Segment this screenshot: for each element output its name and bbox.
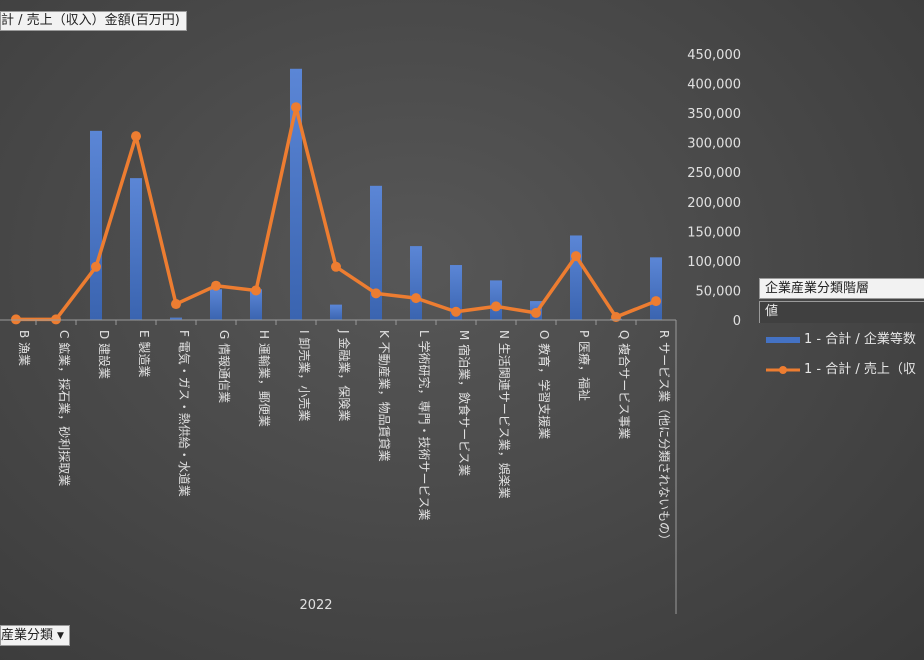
bar (210, 289, 222, 320)
x-category-label: H 運輸業，郵便業 (257, 330, 272, 427)
bar (650, 257, 662, 320)
line-swatch-icon (766, 365, 800, 374)
bar (250, 289, 262, 320)
y-tick-label: 200,000 (687, 196, 741, 211)
line-point (611, 312, 621, 323)
x-category-label: I 卸売業，小売業 (297, 330, 312, 421)
y-axis: 0 50,000 100,000 150,000 200,000 250,000 300,0… (687, 48, 741, 329)
line-point (131, 131, 141, 142)
bar-series (10, 68, 662, 321)
y-tick-label: 50,000 (696, 284, 742, 299)
x-category-label: K 不動産業，物品賃貸業 (377, 330, 392, 462)
y-tick-label: 100,000 (687, 255, 741, 270)
line-point (571, 251, 581, 262)
bar (90, 130, 102, 320)
x-category-label: G 情報通信業 (217, 330, 231, 403)
x-axis: B 漁業 C 鉱業，採石業，砂利採取業 D 建設業 E 製造業 F 電気・ガス・熱供給・… (0, 319, 677, 614)
y-tick-label: 400,000 (687, 78, 741, 93)
y-tick-label: 0 (733, 314, 741, 329)
x-category-label: B 漁業 (17, 330, 31, 366)
y-tick-label: 450,000 (687, 48, 741, 63)
line-point (291, 102, 301, 113)
x-category-label: D 建設業 (97, 330, 112, 379)
x-group-label: 2022 (299, 598, 332, 613)
y-tick-label: 300,000 (687, 137, 741, 152)
value-field-button[interactable]: 計 / 売上（収入）金額(百万円) (0, 11, 187, 31)
legend-label: 1 - 合計 / 売上（収 (804, 362, 916, 377)
bar (130, 178, 142, 320)
dropdown-arrow-icon: ▼ (57, 631, 64, 641)
x-category-label: C 鉱業，採石業，砂利採取業 (57, 330, 72, 486)
line-series (11, 102, 661, 325)
x-category-label: J 金融業，保険業 (337, 329, 352, 421)
line-point (51, 314, 61, 325)
legend-header[interactable]: 企業産業分類階層 (759, 278, 924, 299)
legend-subheader: 値 (759, 301, 924, 323)
x-category-label: E 製造業 (137, 330, 151, 377)
x-category-label: F 電気・ガス・熱供給・水道業 (177, 330, 192, 497)
line-point (411, 293, 421, 304)
series-line (16, 105, 657, 322)
x-category-label: R サービス業（他に分類されないもの） (657, 330, 671, 546)
y-tick-label: 250,000 (687, 166, 741, 181)
line-point (491, 301, 501, 312)
bar (290, 68, 302, 321)
y-tick-label: 150,000 (687, 225, 741, 240)
line-point (531, 307, 541, 318)
bar (370, 185, 382, 320)
line-point (171, 299, 181, 310)
bar (170, 317, 182, 320)
line-point (211, 280, 221, 291)
x-category-label: O 教育，学習支援業 (537, 330, 552, 439)
y-tick-label: 350,000 (687, 107, 741, 122)
legend-item-line-series[interactable]: 1 - 合計 / 売上（収 (766, 362, 916, 378)
line-point (11, 314, 21, 325)
bar (570, 235, 582, 320)
bar (450, 265, 462, 320)
legend-item-bar-series[interactable]: 1 - 合計 / 企業等数 (766, 332, 916, 348)
legend-label: 1 - 合計 / 企業等数 (804, 332, 916, 347)
x-category-label: Q 複合サービス事業 (617, 330, 632, 439)
line-point (91, 261, 101, 272)
x-category-label: N 生活関連サービス業，娯楽業 (497, 330, 511, 499)
x-category-label: P 医療，福祉 (577, 330, 592, 401)
line-point (651, 296, 661, 307)
bar (490, 280, 502, 320)
line-point (451, 306, 461, 317)
line-point (371, 288, 381, 299)
category-filter-button[interactable]: 産業分類 ▼ (0, 625, 70, 646)
line-point (251, 285, 261, 296)
bar-swatch-icon (766, 336, 800, 343)
category-filter-label: 産業分類 (1, 628, 54, 643)
bar (410, 246, 422, 320)
line-point (331, 261, 341, 272)
x-category-label: M 宿泊業，飲食サービス業 (457, 330, 472, 476)
bar (330, 304, 342, 320)
x-category-label: L 学術研究，専門・技術サービス業 (417, 330, 432, 521)
